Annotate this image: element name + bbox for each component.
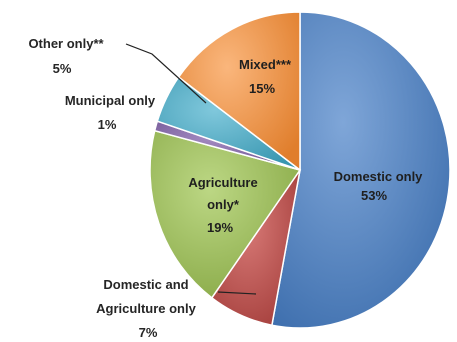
slice-label-domestic-only: Domestic only bbox=[334, 169, 424, 184]
slice-label-domestic-agriculture-line1: Domestic and bbox=[103, 277, 188, 292]
slice-label-domestic-agriculture-line2: Agriculture only bbox=[96, 301, 196, 316]
slice-percent-other-only: 5% bbox=[53, 61, 72, 76]
slice-label-other-only: Other only** bbox=[28, 36, 104, 51]
slice-label-mixed: Mixed*** bbox=[239, 57, 292, 72]
leader-line-other bbox=[125, 43, 207, 104]
slice-label-agriculture-line1: Agriculture bbox=[188, 175, 257, 190]
slice-percent-municipal-only: 1% bbox=[98, 117, 117, 132]
pie-slice-mixed bbox=[177, 11, 301, 172]
pie-slices bbox=[149, 11, 451, 329]
slice-percent-domestic-agriculture: 7% bbox=[139, 325, 158, 340]
slice-label-agriculture-line2: only* bbox=[207, 197, 240, 212]
slice-percent-agriculture: 19% bbox=[207, 220, 233, 235]
pie-slice-agriculture-only bbox=[149, 129, 302, 299]
slice-percent-domestic-only: 53% bbox=[361, 188, 387, 203]
pie-slice-domestic-only bbox=[271, 11, 451, 329]
leader-line-domestic-agriculture bbox=[217, 291, 257, 295]
slice-label-municipal-only: Municipal only bbox=[65, 93, 156, 108]
slice-percent-mixed: 15% bbox=[249, 81, 275, 96]
